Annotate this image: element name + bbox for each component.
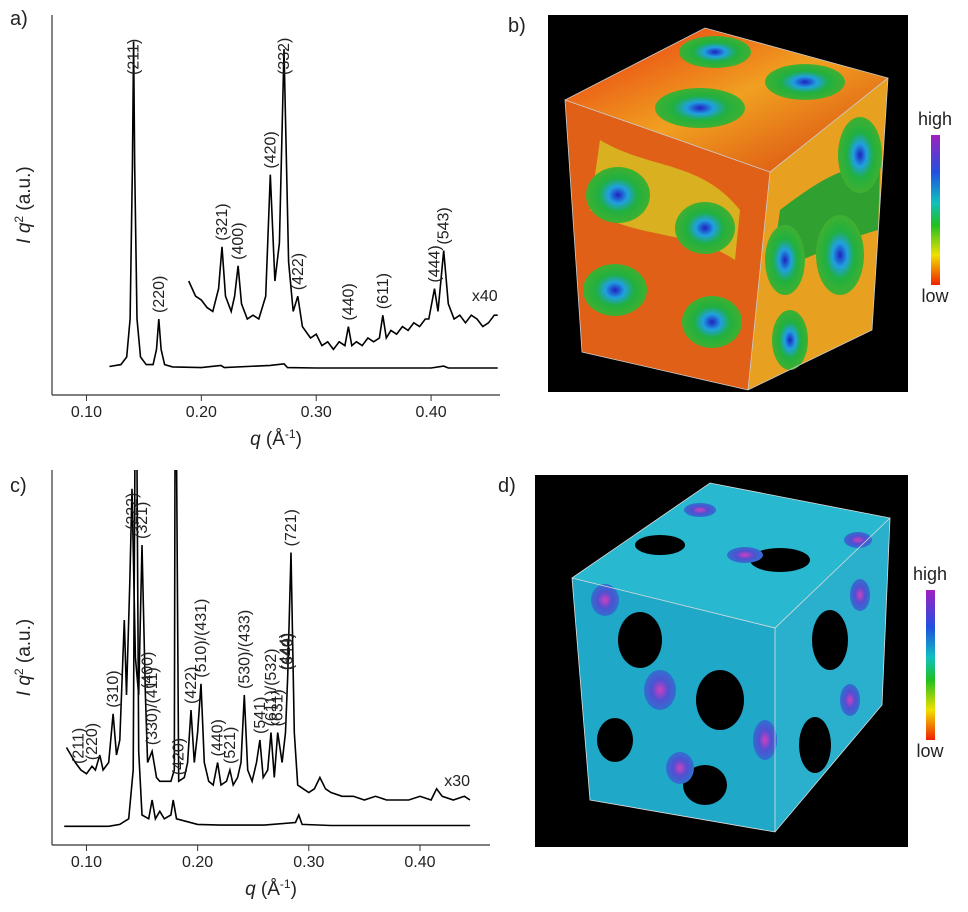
colorbar bbox=[926, 590, 935, 740]
cube-b bbox=[564, 27, 889, 391]
series-line bbox=[64, 470, 470, 828]
x-tick-label: 0.30 bbox=[293, 854, 324, 871]
x-label-part: ) bbox=[296, 429, 302, 450]
peak-label: (310) bbox=[105, 670, 122, 707]
colorbar-high: high bbox=[918, 109, 952, 129]
x-label-part: q bbox=[250, 429, 261, 450]
peak-label: (631) bbox=[270, 689, 287, 726]
peak-label: (222) bbox=[124, 493, 141, 530]
peak-label: (721) bbox=[283, 509, 300, 546]
x-label-part: ) bbox=[291, 879, 297, 900]
peak-label: (220) bbox=[151, 276, 168, 313]
y-label-part: q bbox=[14, 675, 35, 691]
y-label-part: I bbox=[14, 238, 35, 244]
panel-label: a) bbox=[10, 8, 28, 30]
colorbar bbox=[931, 135, 940, 285]
peak-label: (321) bbox=[134, 502, 151, 539]
peak-label: (521) bbox=[222, 727, 239, 764]
x-label-part: -1 bbox=[280, 877, 291, 891]
peak-label: (510)/(431) bbox=[193, 599, 210, 678]
peak-label: (330)/(411) bbox=[144, 667, 161, 745]
peak-label: (541) bbox=[252, 697, 269, 734]
series-name: x30 bbox=[444, 773, 470, 790]
x-axis-label: q (Å-1) bbox=[250, 427, 302, 450]
peak-label: (611)/(532) bbox=[263, 649, 280, 727]
series-name: x40 bbox=[472, 288, 498, 305]
x-axis-label: q (Å-1) bbox=[245, 877, 297, 900]
y-label-part: 2 bbox=[12, 216, 26, 223]
y-label-part: (a.u.) bbox=[14, 619, 35, 669]
y-label-part: q bbox=[14, 222, 35, 238]
x-tick-label: 0.20 bbox=[182, 854, 213, 871]
chart: a)0.10 0.20 0.30 0.40q (Å-1)I q2 (a.u.)(211… bbox=[10, 8, 500, 450]
cube-d bbox=[571, 482, 891, 833]
x-tick-label: 0.40 bbox=[416, 404, 447, 421]
peak-label: (220) bbox=[84, 723, 101, 760]
series-line bbox=[109, 41, 498, 369]
peak-label: (420) bbox=[171, 738, 188, 775]
peak-label: (321) bbox=[214, 203, 231, 240]
colorbar-low: low bbox=[921, 286, 949, 306]
x-tick-label: 0.30 bbox=[301, 404, 332, 421]
peak-label: (420) bbox=[262, 131, 279, 168]
y-label-part: I bbox=[14, 690, 35, 696]
peak-label: (332) bbox=[276, 38, 293, 75]
x-tick-label: 0.20 bbox=[186, 404, 217, 421]
peak-label: (640) bbox=[280, 633, 297, 670]
x-label-part: (Å bbox=[261, 429, 286, 450]
y-axis-label: I q2 (a.u.) bbox=[12, 166, 35, 243]
colorbar-high: high bbox=[913, 564, 947, 584]
y-label-part: 2 bbox=[12, 668, 26, 675]
peak-label: (422) bbox=[290, 253, 307, 290]
chart: c)0.10 0.20 0.30 0.40q (Å-1)I q2 (a.u.)x30(… bbox=[10, 470, 490, 900]
panel-label: c) bbox=[10, 475, 27, 497]
peak-label: (543) bbox=[436, 207, 453, 244]
peak-label: (611) bbox=[375, 273, 392, 309]
x-tick-label: 0.40 bbox=[404, 854, 435, 871]
peak-label: (400) bbox=[140, 652, 157, 689]
colorbar-low: low bbox=[916, 741, 944, 761]
peak-label: (530)/(433) bbox=[236, 610, 253, 689]
peak-label: (440) bbox=[340, 283, 357, 320]
panel-label: d) bbox=[498, 475, 516, 497]
peak-label: (422) bbox=[183, 667, 200, 704]
peak-label: (444) bbox=[277, 633, 294, 670]
x-label-part: q bbox=[245, 879, 256, 900]
peak-label: (211) bbox=[126, 39, 143, 75]
y-label-part: (a.u.) bbox=[14, 166, 35, 216]
peak-label: (440) bbox=[210, 719, 227, 756]
peak-label: (444) bbox=[427, 245, 444, 282]
peak-label: (211) bbox=[71, 728, 88, 764]
peak-label: (400) bbox=[230, 222, 247, 259]
series-line bbox=[187, 49, 498, 351]
x-tick-label: 0.10 bbox=[71, 854, 102, 871]
x-label-part: (Å bbox=[256, 879, 281, 900]
x-tick-label: 0.10 bbox=[71, 404, 102, 421]
series-line bbox=[65, 470, 471, 801]
panel-label: b) bbox=[508, 15, 526, 37]
x-label-part: -1 bbox=[285, 427, 296, 441]
y-axis-label: I q2 (a.u.) bbox=[12, 619, 35, 696]
